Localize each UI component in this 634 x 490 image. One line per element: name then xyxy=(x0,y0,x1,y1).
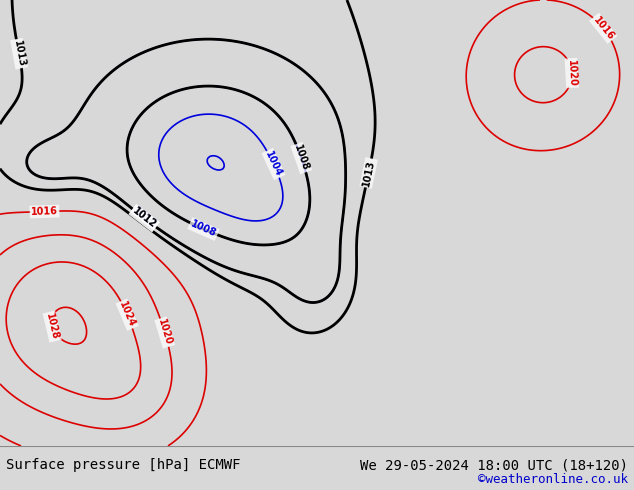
Text: 1016: 1016 xyxy=(591,15,616,42)
Text: 1012: 1012 xyxy=(131,206,158,230)
Text: We 29-05-2024 18:00 UTC (18+120): We 29-05-2024 18:00 UTC (18+120) xyxy=(359,458,628,472)
Text: Surface pressure [hPa] ECMWF: Surface pressure [hPa] ECMWF xyxy=(6,458,241,472)
Text: 1024: 1024 xyxy=(117,300,137,329)
Text: 1013: 1013 xyxy=(361,159,376,187)
Text: ©weatheronline.co.uk: ©weatheronline.co.uk xyxy=(477,473,628,487)
Text: 1028: 1028 xyxy=(44,312,60,341)
Text: 1020: 1020 xyxy=(566,59,578,87)
Text: 1008: 1008 xyxy=(292,144,311,172)
Text: 1020: 1020 xyxy=(156,318,174,347)
Text: 1016: 1016 xyxy=(31,206,58,217)
Text: 1012: 1012 xyxy=(131,206,158,230)
Text: 1004: 1004 xyxy=(263,149,283,178)
Text: 1008: 1008 xyxy=(189,219,218,239)
Text: 1013: 1013 xyxy=(12,40,27,68)
